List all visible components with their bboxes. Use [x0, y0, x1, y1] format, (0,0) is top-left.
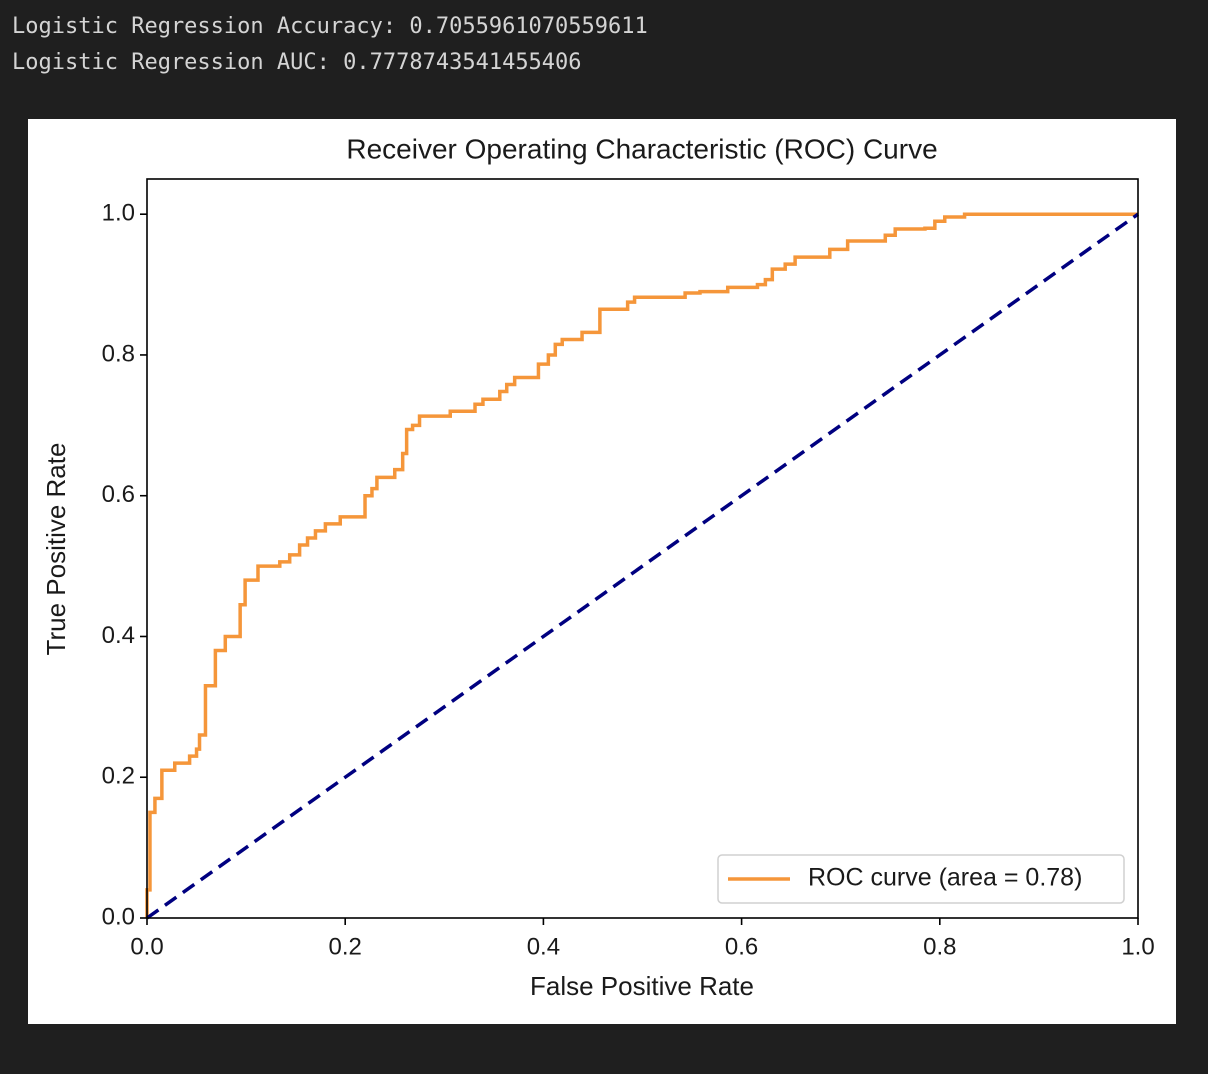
- x-tick-label: 0.0: [130, 933, 163, 960]
- y-tick-label: 1.0: [102, 200, 135, 227]
- y-tick-label: 0.0: [102, 903, 135, 930]
- y-tick-label: 0.4: [102, 622, 135, 649]
- y-tick-label: 0.6: [102, 481, 135, 508]
- y-tick-label: 0.8: [102, 340, 135, 367]
- output-line: Logistic Regression AUC: 0.7778743541455…: [12, 50, 582, 75]
- legend-box: [717, 854, 1125, 904]
- chart-title: Receiver Operating Characteristic (ROC) …: [346, 133, 937, 164]
- x-tick-label: 0.2: [329, 933, 362, 960]
- y-axis-label: True Positive Rate: [41, 443, 71, 656]
- y-tick-label: 0.2: [102, 763, 135, 790]
- legend-label: ROC curve (area = 0.78): [808, 864, 1082, 892]
- x-axis-label: False Positive Rate: [530, 971, 754, 1001]
- series-line: [145, 212, 1138, 918]
- plot-frame: [146, 178, 1139, 919]
- x-tick-label: 1.0: [1121, 933, 1154, 960]
- output-line: Logistic Regression Accuracy: 0.70559610…: [12, 14, 648, 39]
- x-tick-label: 0.6: [725, 933, 758, 960]
- series-line: [145, 212, 1140, 920]
- x-tick-label: 0.4: [527, 933, 560, 960]
- x-tick-label: 0.8: [923, 933, 956, 960]
